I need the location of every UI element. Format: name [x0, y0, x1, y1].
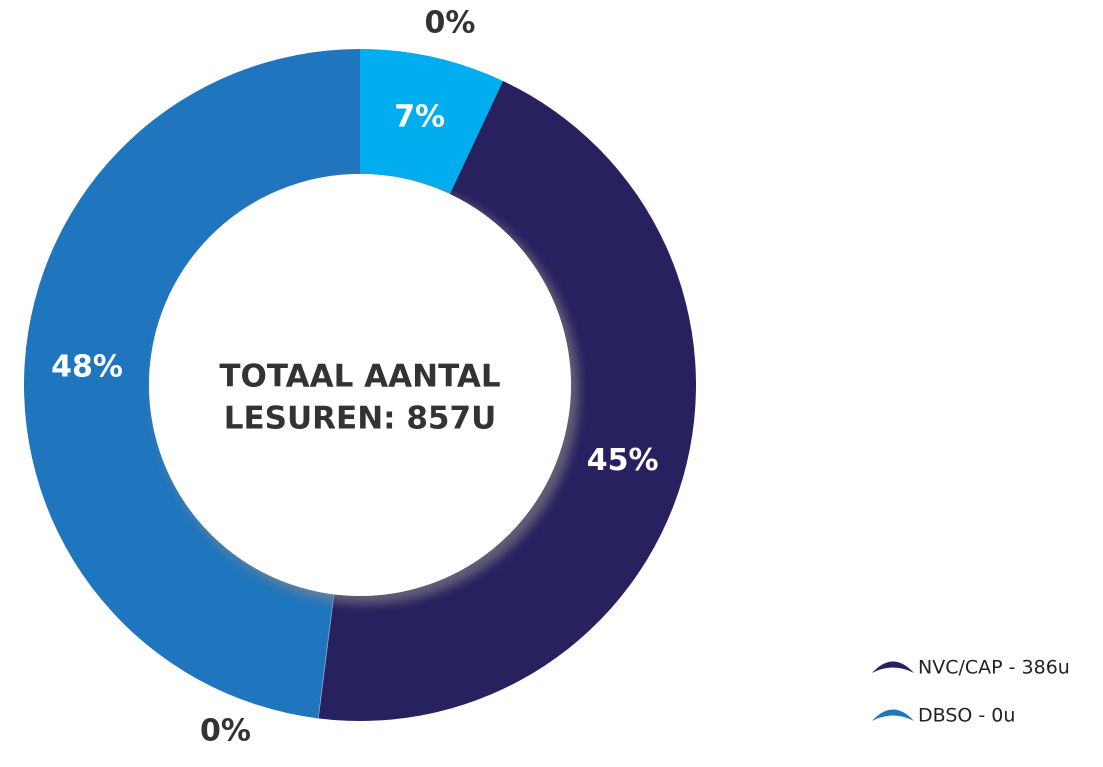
legend-icon	[872, 661, 914, 673]
slice-label: 48%	[51, 349, 123, 384]
slice	[23, 48, 361, 719]
slice-label: 7%	[394, 100, 445, 135]
legend-label: NVC/CAP - 386u	[918, 657, 1070, 679]
legend-label: DBSO - 0u	[918, 705, 1015, 727]
center-text: TOTAAL AANTAL	[219, 359, 500, 395]
donut-hole	[149, 174, 571, 596]
labels: 0% 7% 45% 0% 48%	[51, 6, 658, 749]
legend-icon	[872, 709, 914, 721]
slice	[317, 80, 696, 721]
center-text: LESUREN: 857U	[224, 401, 497, 437]
slice-label: 0%	[425, 6, 476, 41]
legend: NVC/CAP - 386u DBSO - 0u	[872, 657, 1070, 727]
slice-label: 45%	[587, 443, 659, 478]
slices	[23, 48, 696, 721]
slice-label: 0%	[200, 713, 251, 748]
slice	[360, 49, 504, 195]
